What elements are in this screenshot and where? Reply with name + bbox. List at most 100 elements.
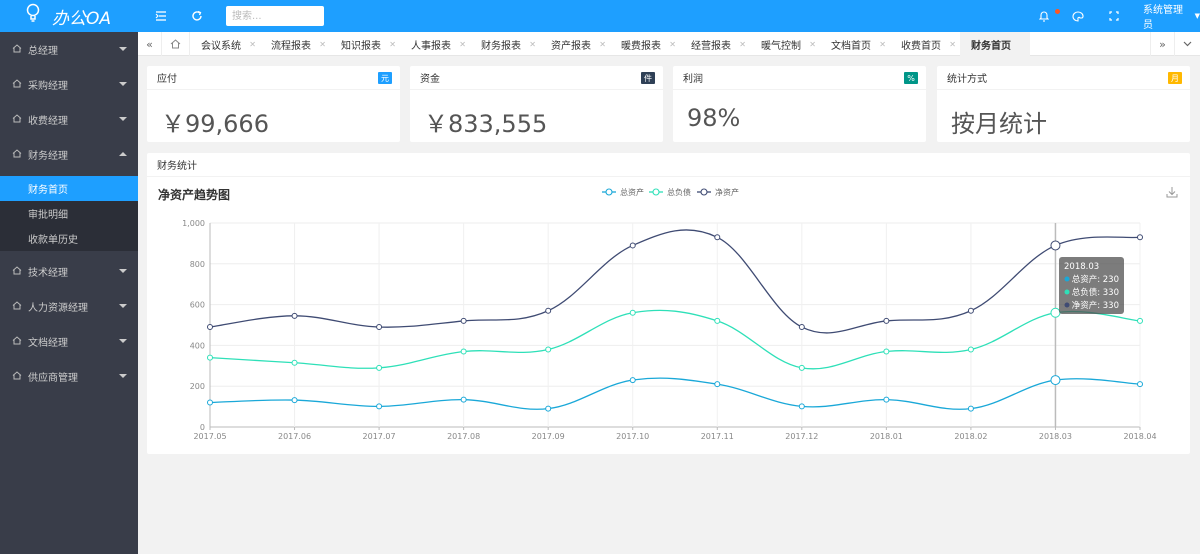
app-logo[interactable]: 办公OA xyxy=(0,0,138,32)
sidebar-item-7[interactable]: 供应商管理 xyxy=(0,359,138,394)
data-point xyxy=(376,364,383,371)
tab-label: 资产报表 xyxy=(551,40,591,52)
tab-label: 知识报表 xyxy=(341,40,381,52)
tabs-scroll-right-icon[interactable]: » xyxy=(1150,32,1174,56)
close-icon[interactable]: ✕ xyxy=(879,39,886,49)
data-point xyxy=(376,324,383,331)
sidebar-subitem[interactable]: 审批明细 xyxy=(28,210,68,221)
tab-item[interactable]: 暖气控制 ✕ xyxy=(750,32,820,56)
sidebar-subitem[interactable]: 收款单历史 xyxy=(28,235,78,246)
theme-icon[interactable] xyxy=(1070,0,1086,32)
data-point xyxy=(545,346,552,353)
stat-value: 98% xyxy=(687,104,741,132)
tab-item[interactable]: 暖费报表 ✕ xyxy=(610,32,680,56)
notification-dot xyxy=(1055,9,1060,14)
x-tick-label: 2017.05 xyxy=(193,432,226,441)
home-tab-icon[interactable] xyxy=(162,32,190,56)
tab-label: 财务首页 xyxy=(971,40,1011,52)
stat-title: 资金 xyxy=(420,74,440,85)
data-point xyxy=(207,354,213,361)
stat-value: ￥99,666 xyxy=(161,110,269,138)
home-outline-icon xyxy=(12,78,22,91)
tab-item[interactable]: 知识报表 ✕ xyxy=(330,32,400,56)
stat-badge: 元 xyxy=(378,72,392,84)
chevron-icon xyxy=(119,304,127,308)
bell-icon[interactable] xyxy=(1036,0,1052,32)
tab-label: 文档首页 xyxy=(831,40,871,52)
x-tick-label: 2017.11 xyxy=(701,432,734,441)
data-point xyxy=(967,346,974,353)
data-point xyxy=(798,324,805,331)
x-tick-label: 2018.04 xyxy=(1123,432,1156,441)
tab-item[interactable]: 会议系统 ✕ xyxy=(190,32,260,56)
close-icon[interactable]: ✕ xyxy=(389,39,396,49)
chevron-icon xyxy=(119,117,127,121)
close-icon[interactable]: ✕ xyxy=(249,39,256,49)
close-icon[interactable]: ✕ xyxy=(949,39,956,49)
tab-item[interactable]: 经营报表 ✕ xyxy=(680,32,750,56)
stat-title: 利润 xyxy=(683,74,703,85)
app-logo-text: 办公OA xyxy=(52,8,112,29)
sidebar-item-5[interactable]: 人力资源经理 xyxy=(0,289,138,324)
tooltip-marker xyxy=(1064,302,1070,308)
data-point xyxy=(291,359,298,366)
sidebar-item-6[interactable]: 文档经理 xyxy=(0,324,138,359)
data-point xyxy=(714,234,721,241)
stat-card-header: 资金 件 xyxy=(410,66,663,90)
tab-label: 流程报表 xyxy=(271,40,311,52)
close-icon[interactable]: ✕ xyxy=(319,39,326,49)
sidebar-submenu: 财务首页审批明细收款单历史 xyxy=(0,176,138,251)
sidebar-item-3[interactable]: 财务经理 xyxy=(0,137,138,172)
close-icon[interactable]: ✕ xyxy=(809,39,816,49)
tab-label: 暖气控制 xyxy=(761,40,801,52)
legend-marker xyxy=(700,188,708,196)
tab-item[interactable]: 资产报表 ✕ xyxy=(540,32,610,56)
tabs-scroll-left-icon[interactable]: « xyxy=(138,32,162,56)
data-point xyxy=(1050,375,1061,386)
data-point xyxy=(545,307,552,314)
close-icon[interactable]: ✕ xyxy=(599,39,606,49)
fullscreen-icon[interactable] xyxy=(1106,0,1122,32)
tooltip-line: 总资产: 230 xyxy=(1072,274,1119,285)
refresh-icon[interactable] xyxy=(186,0,208,32)
close-icon[interactable]: ✕ xyxy=(459,39,466,49)
tab-item[interactable]: 财务报表 ✕ xyxy=(470,32,540,56)
home-outline-icon xyxy=(12,265,22,278)
tab-label: 财务报表 xyxy=(481,40,521,52)
tab-item[interactable]: 流程报表 ✕ xyxy=(260,32,330,56)
tab-item[interactable]: 人事报表 ✕ xyxy=(400,32,470,56)
data-point xyxy=(291,312,298,319)
sidebar-item-2[interactable]: 收费经理 xyxy=(0,102,138,137)
sidebar-item-label: 人力资源经理 xyxy=(28,303,88,314)
tab-item[interactable]: 文档首页 ✕ xyxy=(820,32,890,56)
download-icon[interactable] xyxy=(1166,186,1178,202)
series-line-2 xyxy=(209,229,1141,334)
tab-item[interactable]: 收费首页 ✕ xyxy=(890,32,960,56)
x-tick-label: 2018.03 xyxy=(1039,432,1072,441)
sidebar-item-4[interactable]: 技术经理 xyxy=(0,254,138,289)
data-point xyxy=(376,403,383,410)
user-menu[interactable]: 系统管理员 ▼ xyxy=(1143,0,1200,32)
chevron-icon xyxy=(119,269,127,273)
search-input[interactable] xyxy=(226,6,324,26)
close-icon[interactable]: ✕ xyxy=(739,39,746,49)
sidebar-item-0[interactable]: 总经理 xyxy=(0,32,138,67)
home-outline-icon xyxy=(12,148,22,161)
stat-title: 统计方式 xyxy=(947,74,987,85)
menu-toggle-icon[interactable] xyxy=(150,0,172,32)
data-point xyxy=(1137,381,1143,388)
legend-label: 净资产 xyxy=(715,187,739,197)
sidebar-subitem[interactable]: 财务首页 xyxy=(0,176,138,201)
panel-header: 财务统计 xyxy=(147,153,1190,177)
tab-item[interactable]: 财务首页 xyxy=(960,32,1030,56)
stat-card: 利润% 98% xyxy=(673,66,926,142)
x-tick-label: 2018.01 xyxy=(870,432,903,441)
tabs-menu-chevron-icon[interactable] xyxy=(1174,32,1200,56)
data-point xyxy=(629,309,636,316)
close-icon[interactable]: ✕ xyxy=(529,39,536,49)
close-icon[interactable]: ✕ xyxy=(669,39,676,49)
sidebar: 总经理 采购经理收费经理财务经理财务首页审批明细收款单历史技术经理人力资源经理文档… xyxy=(0,32,138,554)
stat-card: 统计方式 月按月统计 xyxy=(937,66,1190,142)
sidebar-item-1[interactable]: 采购经理 xyxy=(0,67,138,102)
sidebar-item-label: 收费经理 xyxy=(28,116,68,127)
